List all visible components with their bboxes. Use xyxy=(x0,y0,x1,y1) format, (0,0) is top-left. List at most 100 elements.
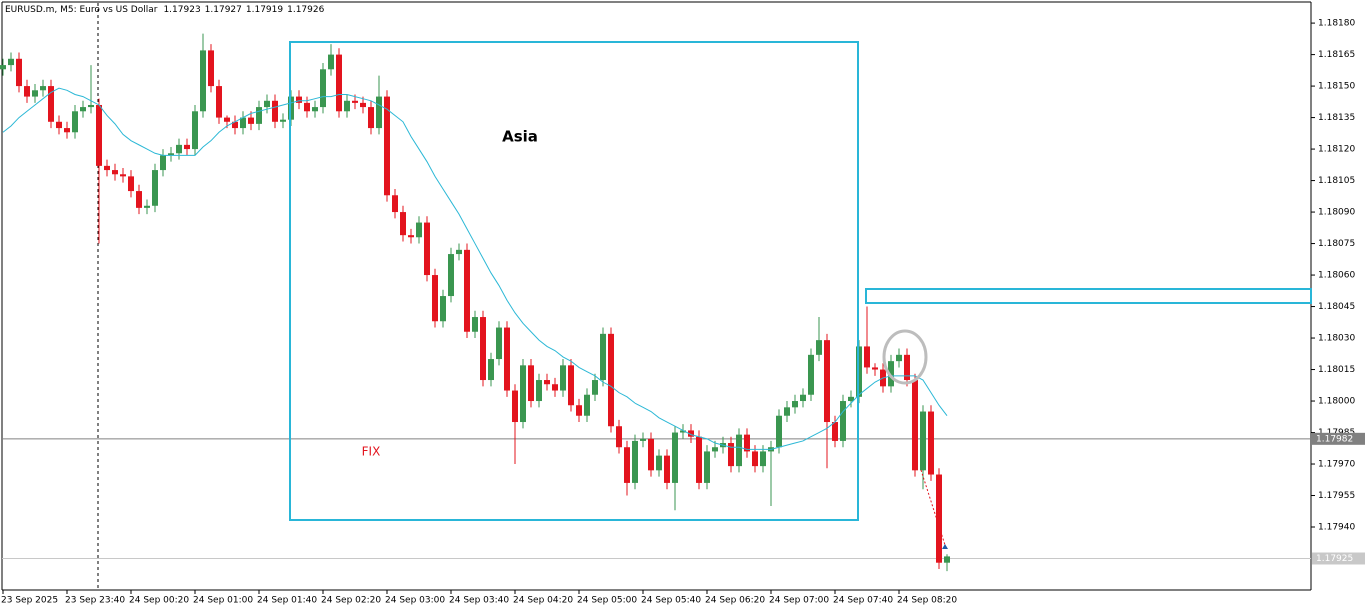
candle-body xyxy=(456,249,462,255)
candle-body xyxy=(176,144,182,154)
candle-body xyxy=(848,396,854,402)
candle-body xyxy=(616,426,622,448)
candle-body xyxy=(192,111,198,150)
candle-body xyxy=(816,340,822,355)
candle-body xyxy=(360,102,366,108)
candle-body xyxy=(152,170,158,206)
candle-body xyxy=(520,365,526,423)
candle-body xyxy=(632,440,638,483)
candle-body xyxy=(760,451,766,467)
candle-body xyxy=(552,384,558,391)
candle-body xyxy=(920,411,926,471)
candle-body xyxy=(392,195,398,213)
candle-body xyxy=(248,117,254,124)
trade-marker xyxy=(942,544,948,549)
price-tag-label: 1.17925 xyxy=(1316,554,1353,564)
candle-body xyxy=(784,407,790,416)
candle-body xyxy=(688,430,694,437)
plot xyxy=(0,33,1311,572)
candle-body xyxy=(320,69,326,108)
header-high: 1.17927 xyxy=(205,5,242,15)
candle-body xyxy=(776,415,782,448)
x-tick-label: 24 Sep 04:20 xyxy=(513,596,573,606)
candle-body xyxy=(448,254,454,297)
x-tick-label: 23 Sep 2025 xyxy=(1,596,58,606)
candle-body xyxy=(704,451,710,483)
x-tick-label: 24 Sep 05:40 xyxy=(641,596,701,606)
candle-body xyxy=(112,170,118,175)
candle-body xyxy=(40,86,46,91)
candle-body xyxy=(120,174,126,177)
x-tick-label: 24 Sep 00:20 xyxy=(129,596,189,606)
candle-body xyxy=(16,58,22,87)
candle-body xyxy=(224,117,230,122)
candle-body xyxy=(840,401,846,441)
candle-body xyxy=(712,447,718,452)
y-tick-label: 1.18060 xyxy=(1318,271,1355,281)
y-tick-label: 1.18030 xyxy=(1318,334,1355,344)
candle-body xyxy=(104,165,110,171)
candle-body xyxy=(304,102,310,112)
candle-body xyxy=(280,119,286,122)
header-title: EURUSD.m, M5: Euro vs US Dollar xyxy=(5,5,158,15)
candle-body xyxy=(600,333,606,381)
candle-body xyxy=(576,405,582,416)
candle-body xyxy=(752,451,758,467)
candle-body xyxy=(656,455,662,471)
y-tick-label: 1.18165 xyxy=(1318,50,1355,60)
candle-body xyxy=(888,361,894,387)
candle-body xyxy=(264,100,270,108)
trade-line xyxy=(920,469,946,546)
y-tick-label: 1.18000 xyxy=(1318,397,1355,407)
x-tick-label: 24 Sep 03:00 xyxy=(385,596,445,606)
y-tick-label: 1.18090 xyxy=(1318,208,1355,218)
candle-body xyxy=(944,556,950,563)
y-tick-label: 1.18045 xyxy=(1318,302,1355,312)
candle-body xyxy=(400,212,406,236)
x-tick-label: 24 Sep 06:20 xyxy=(705,596,765,606)
candle-body xyxy=(680,430,686,433)
candle-body xyxy=(312,107,318,112)
candle-body xyxy=(496,327,502,360)
asia-box xyxy=(289,41,859,521)
candle-body xyxy=(184,144,190,150)
candle-body xyxy=(624,447,630,483)
candle-body xyxy=(344,100,350,112)
price-tag xyxy=(1312,432,1365,445)
x-tick-label: 24 Sep 05:00 xyxy=(577,596,637,606)
candle-body xyxy=(736,434,742,467)
x-tick-label: 23 Sep 23:40 xyxy=(65,596,125,606)
candle-body xyxy=(480,317,486,381)
candle-body xyxy=(824,340,830,423)
y-tick-label: 1.18120 xyxy=(1318,145,1355,155)
candle-body xyxy=(232,121,238,129)
candle-body xyxy=(864,346,870,368)
candle-body xyxy=(488,359,494,381)
y-tick-label: 1.17970 xyxy=(1318,460,1355,470)
candle-body xyxy=(544,380,550,385)
candle-body xyxy=(416,222,422,238)
candle-body xyxy=(128,176,134,192)
candle-body xyxy=(664,455,670,483)
candle-body xyxy=(80,107,86,112)
candle-body xyxy=(296,96,302,103)
fix-label: FIX xyxy=(362,445,381,459)
price-tag-label: 1.17982 xyxy=(1316,434,1353,444)
zone-box xyxy=(865,288,1312,304)
candle-body xyxy=(240,117,246,129)
candle-body xyxy=(800,394,806,402)
candle-body xyxy=(536,380,542,402)
candle-body xyxy=(64,128,70,133)
candle-body xyxy=(728,443,734,467)
candle-body xyxy=(136,191,142,208)
x-tick-label: 24 Sep 03:40 xyxy=(449,596,509,606)
y-tick-label: 1.18075 xyxy=(1318,239,1355,249)
candle-body xyxy=(272,100,278,122)
header-open: 1.17923 xyxy=(163,5,200,15)
candle-body xyxy=(648,438,654,471)
candle-body xyxy=(808,354,814,395)
candle-body xyxy=(336,54,342,112)
candle-body xyxy=(0,65,6,70)
highlight-circle xyxy=(882,329,928,385)
